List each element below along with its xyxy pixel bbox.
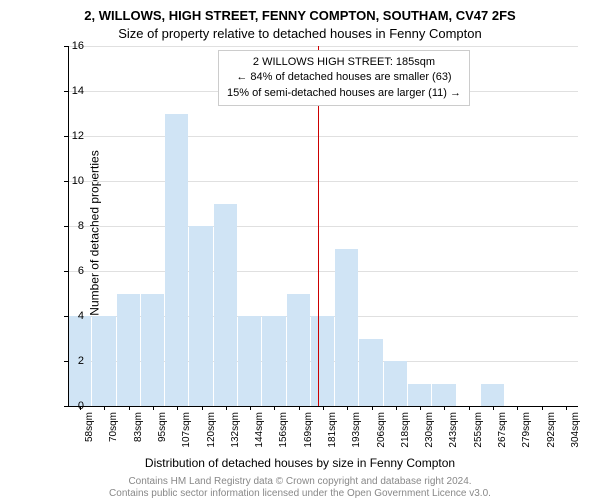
x-tick-label: 243sqm	[448, 412, 459, 452]
x-tick-label: 120sqm	[206, 412, 217, 452]
x-tick-mark	[347, 406, 348, 410]
y-tick-mark	[64, 226, 68, 227]
annotation-line1: 2 WILLOWS HIGH STREET: 185sqm	[227, 55, 461, 70]
y-tick-mark	[64, 91, 68, 92]
x-tick-mark	[250, 406, 251, 410]
y-tick-label: 8	[54, 220, 84, 232]
histogram-bar	[287, 294, 310, 407]
x-tick-label: 304sqm	[570, 412, 581, 452]
footer-line1: Contains HM Land Registry data © Crown c…	[0, 476, 600, 488]
x-tick-label: 132sqm	[230, 412, 241, 452]
x-axis-label: Distribution of detached houses by size …	[0, 456, 600, 470]
x-tick-label: 107sqm	[181, 412, 192, 452]
x-tick-mark	[517, 406, 518, 410]
histogram-bar	[92, 316, 115, 406]
chart-subtitle: Size of property relative to detached ho…	[0, 26, 600, 41]
histogram-bar	[262, 316, 285, 406]
y-tick-mark	[64, 136, 68, 137]
x-tick-mark	[396, 406, 397, 410]
annotation-box: 2 WILLOWS HIGH STREET: 185sqm ← 84% of d…	[218, 50, 470, 106]
y-tick-mark	[64, 271, 68, 272]
x-tick-mark	[299, 406, 300, 410]
y-tick-label: 2	[54, 355, 84, 367]
y-tick-mark	[64, 361, 68, 362]
x-tick-mark	[444, 406, 445, 410]
histogram-bar	[238, 316, 261, 406]
x-tick-mark	[542, 406, 543, 410]
x-tick-mark	[177, 406, 178, 410]
histogram-bar	[117, 294, 140, 407]
y-tick-label: 12	[54, 130, 84, 142]
y-tick-mark	[64, 406, 68, 407]
x-tick-label: 292sqm	[546, 412, 557, 452]
x-tick-mark	[274, 406, 275, 410]
histogram-bar	[311, 316, 334, 406]
x-tick-label: 279sqm	[521, 412, 532, 452]
y-tick-mark	[64, 181, 68, 182]
histogram-bar	[359, 339, 382, 407]
histogram-bar	[384, 361, 407, 406]
y-tick-label: 6	[54, 265, 84, 277]
footer-line2: Contains public sector information licen…	[0, 488, 600, 500]
annotation-line2: ← 84% of detached houses are smaller (63…	[227, 70, 461, 85]
grid-line	[68, 46, 578, 47]
x-tick-label: 230sqm	[424, 412, 435, 452]
chart-footer: Contains HM Land Registry data © Crown c…	[0, 476, 600, 500]
histogram-bar	[481, 384, 504, 407]
histogram-bar	[408, 384, 431, 407]
x-tick-mark	[493, 406, 494, 410]
x-tick-mark	[323, 406, 324, 410]
x-tick-label: 169sqm	[303, 412, 314, 452]
histogram-bar	[432, 384, 455, 407]
x-tick-label: 206sqm	[376, 412, 387, 452]
x-tick-label: 144sqm	[254, 412, 265, 452]
grid-line	[68, 136, 578, 137]
x-tick-label: 95sqm	[157, 412, 168, 452]
grid-line	[68, 226, 578, 227]
plot-area: 2 WILLOWS HIGH STREET: 185sqm ← 84% of d…	[68, 46, 578, 406]
histogram-bar	[189, 226, 212, 406]
x-tick-mark	[372, 406, 373, 410]
histogram-bar	[335, 249, 358, 407]
grid-line	[68, 271, 578, 272]
x-tick-label: 83sqm	[133, 412, 144, 452]
x-tick-mark	[80, 406, 81, 410]
x-tick-label: 255sqm	[473, 412, 484, 452]
histogram-bar	[165, 114, 188, 407]
x-tick-label: 156sqm	[278, 412, 289, 452]
x-tick-mark	[153, 406, 154, 410]
x-tick-mark	[469, 406, 470, 410]
x-tick-mark	[129, 406, 130, 410]
x-tick-label: 70sqm	[108, 412, 119, 452]
y-tick-mark	[64, 316, 68, 317]
annotation-line3: 15% of semi-detached houses are larger (…	[227, 86, 461, 101]
x-tick-label: 181sqm	[327, 412, 338, 452]
x-tick-mark	[420, 406, 421, 410]
y-tick-label: 16	[54, 40, 84, 52]
x-tick-mark	[566, 406, 567, 410]
x-tick-label: 193sqm	[351, 412, 362, 452]
grid-line	[68, 181, 578, 182]
y-tick-label: 4	[54, 310, 84, 322]
histogram-bar	[141, 294, 164, 407]
histogram-bar	[214, 204, 237, 407]
y-tick-label: 10	[54, 175, 84, 187]
y-tick-label: 14	[54, 85, 84, 97]
x-tick-mark	[202, 406, 203, 410]
chart-title: 2, WILLOWS, HIGH STREET, FENNY COMPTON, …	[0, 8, 600, 23]
x-tick-mark	[104, 406, 105, 410]
y-tick-mark	[64, 46, 68, 47]
x-tick-mark	[226, 406, 227, 410]
chart-container: 2, WILLOWS, HIGH STREET, FENNY COMPTON, …	[0, 0, 600, 500]
x-tick-label: 218sqm	[400, 412, 411, 452]
x-tick-label: 267sqm	[497, 412, 508, 452]
x-tick-label: 58sqm	[84, 412, 95, 452]
